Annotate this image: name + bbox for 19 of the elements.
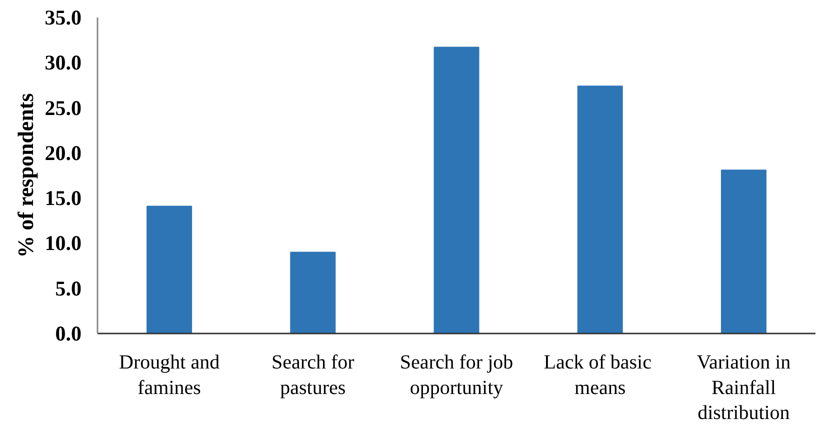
bar xyxy=(146,206,192,334)
x-tick-label: Variation in Rainfall distribution xyxy=(696,352,791,424)
y-tick-label: 35.0 xyxy=(44,6,82,30)
y-tick-label: 15.0 xyxy=(44,186,82,210)
x-tick-label: Search for pastures xyxy=(272,352,355,399)
x-tick-label: Lack of basic means xyxy=(544,352,652,399)
bar xyxy=(577,86,623,334)
bar xyxy=(290,252,336,334)
y-tick-label: 20.0 xyxy=(44,140,82,165)
y-tick-label: 10.0 xyxy=(44,231,82,256)
bar xyxy=(720,170,766,334)
y-tick-label: 0.0 xyxy=(55,322,82,346)
y-tick-label: 5.0 xyxy=(55,276,82,300)
y-axis-title: % of respondents xyxy=(12,92,38,258)
bar xyxy=(434,46,480,334)
x-tick-label: Search for job opportunity xyxy=(400,352,514,399)
x-tick-label: Drought and famines xyxy=(119,352,220,399)
y-tick-label: 30.0 xyxy=(44,50,82,75)
y-tick-label: 25.0 xyxy=(44,96,82,120)
